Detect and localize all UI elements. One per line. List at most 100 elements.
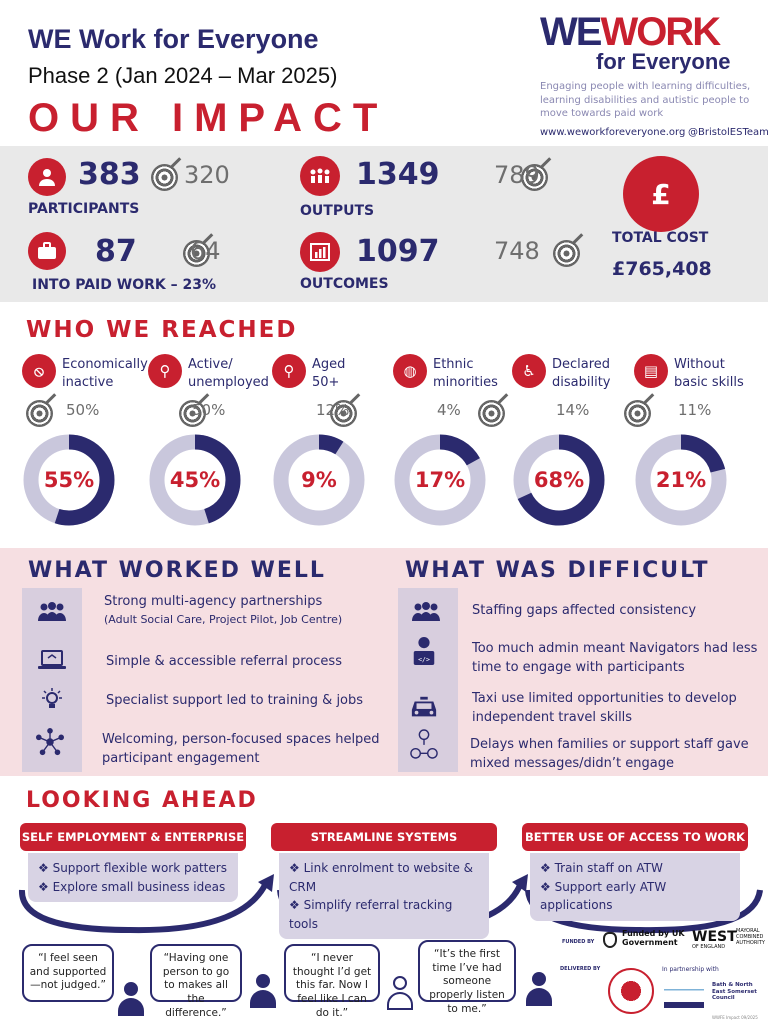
- network-icon: [36, 728, 64, 756]
- donut-fill: [394, 434, 486, 526]
- west-logo: WEST: [692, 929, 737, 945]
- partnership-label: In partnership with: [662, 966, 719, 973]
- paid-work-target: 64: [190, 237, 221, 265]
- quote-4: “It’s the first time I’ve had someone pr…: [418, 940, 516, 1015]
- reached-label: Active/ unemployed: [188, 357, 269, 390]
- worked-item-1-detail: (Adult Social Care, Project Pilot, Job C…: [104, 613, 343, 626]
- outcomes-value: 1097: [356, 234, 440, 269]
- person-icon: [526, 972, 552, 1006]
- donut-fill: [273, 434, 365, 526]
- ahead-col-1-item-2: ❖ Explore small business ideas: [38, 879, 226, 894]
- bath-council-logo: Bath & North East Somerset Council: [712, 982, 757, 1002]
- reached-target: 11%: [678, 401, 712, 419]
- south-glos-logo: [664, 980, 704, 1008]
- outputs-label: OUTPUTS: [300, 203, 375, 219]
- target-icon: [521, 164, 549, 191]
- difficult-item-1: Staffing gaps affected consistency: [472, 603, 697, 618]
- target-icon: [179, 400, 206, 427]
- job-search-icon: ⚲: [148, 354, 182, 388]
- taxi-icon: [410, 694, 438, 722]
- reached-label: Ethnic minorities: [433, 357, 498, 390]
- participants-target: 320: [184, 161, 230, 189]
- reached-label: Without basic skills: [674, 357, 744, 390]
- target-icon: [624, 400, 651, 427]
- donut-value: 17%: [415, 468, 465, 492]
- twitter-handle[interactable]: @BristolESTeam: [688, 127, 768, 138]
- difficult-item-3: Taxi use limited opportunities to develo…: [472, 691, 737, 725]
- target-icon: [330, 400, 357, 427]
- outcomes-label: OUTCOMES: [300, 276, 389, 292]
- team-icon: [412, 598, 440, 626]
- quote-3: “I never thought I’d get this far. Now I…: [284, 944, 380, 1019]
- target-icon: [478, 400, 505, 427]
- west-sub: OF ENGLAND: [692, 944, 726, 950]
- reached-label: Economically inactive: [62, 357, 148, 390]
- logo-work: WORK: [600, 10, 721, 54]
- website-link[interactable]: www.weworkforeveryone.org: [540, 127, 686, 138]
- wheelchair-icon: ♿: [512, 354, 546, 388]
- worked-item-2: Simple & accessible referral process: [106, 654, 342, 669]
- reached-target: 4%: [437, 401, 461, 419]
- donut-value: 55%: [44, 468, 94, 492]
- ahead-col-3-header: BETTER USE OF ACCESS TO WORK: [522, 823, 748, 851]
- person-icon: [118, 982, 144, 1016]
- crest-icon: [603, 932, 617, 948]
- reached-target: 50%: [66, 401, 100, 419]
- participants-icon: [28, 158, 66, 196]
- outputs-value: 1349: [356, 157, 440, 192]
- outcomes-icon: [300, 232, 340, 272]
- difficult-item-2: Too much admin meant Navigators had less…: [472, 641, 758, 675]
- page-title: WE Work for Everyone: [28, 24, 319, 54]
- phase-subtitle: Phase 2 (Jan 2024 – Mar 2025): [28, 63, 338, 88]
- participants-label: PARTICIPANTS: [28, 201, 140, 217]
- ahead-col-1-box: ❖ Support flexible work patters ❖ Explor…: [28, 853, 238, 903]
- donut-fill: [513, 434, 605, 526]
- ahead-title: LOOKING AHEAD: [26, 788, 258, 813]
- target-icon: [151, 164, 178, 191]
- ahead-col-3-item-2: ❖ Support early ATW applications: [540, 879, 667, 913]
- quote-2: “Having one person to go to makes all th…: [150, 944, 242, 1019]
- group-icon: [38, 598, 66, 626]
- outputs-icon: [300, 156, 340, 196]
- target-icon: [553, 240, 581, 267]
- total-cost-value: £765,408: [612, 258, 712, 280]
- target-icon: [26, 400, 53, 427]
- communication-icon: [410, 729, 438, 759]
- reached-donut: 9%: [273, 434, 365, 526]
- quote-1: “I feel seen and supported—not judged.”: [22, 944, 114, 1002]
- teacher-icon: ▤: [634, 354, 668, 388]
- elderly-icon: ⚲: [272, 354, 306, 388]
- paid-work-value: 87: [95, 234, 137, 269]
- difficult-item-4: Delays when families or support staff ga…: [470, 737, 749, 771]
- ahead-col-2-item-1: ❖ Link enrolment to website & CRM: [289, 861, 474, 894]
- total-cost-label: TOTAL COST: [612, 230, 709, 246]
- outcomes-target: 748: [494, 237, 540, 265]
- funded-by-label: FUNDED BY: [562, 939, 595, 945]
- paid-work-label: INTO PAID WORK – 23%: [32, 277, 216, 293]
- svg-text:</>: </>: [418, 655, 430, 663]
- donut-fill: [149, 434, 241, 526]
- delivered-by-label: DELIVERED BY: [560, 966, 601, 972]
- donut-value: 68%: [534, 468, 584, 492]
- reached-donut: 55%: [23, 434, 115, 526]
- ahead-col-1-item-1: ❖ Support flexible work patters: [38, 861, 227, 875]
- funded-text: Funded by UK Government: [622, 929, 685, 947]
- reached-donut: 21%: [635, 434, 727, 526]
- donut-value: 45%: [170, 468, 220, 492]
- outputs-target: 789: [494, 161, 540, 189]
- reached-label: Declared disability: [552, 357, 611, 390]
- difficult-title: WHAT WAS DIFFICULT: [405, 558, 710, 583]
- target-icon: [183, 240, 211, 267]
- reached-target: 12%: [316, 401, 350, 419]
- reached-target: 14%: [556, 401, 590, 419]
- logo: WEWORK for Everyone: [540, 10, 731, 75]
- worked-item-3: Specialist support led to training & job…: [106, 693, 364, 708]
- person-outline-icon: [387, 976, 413, 1010]
- inactive-job-icon: ⦸: [22, 354, 56, 388]
- ahead-col-1-header: SELF EMPLOYMENT & ENTERPRISE: [20, 823, 246, 851]
- laptop-icon: [38, 646, 66, 674]
- worked-item-1: Strong multi-agency partnerships: [104, 594, 323, 609]
- worked-title: WHAT WORKED WELL: [28, 558, 326, 583]
- globe-icon: ◍: [393, 354, 427, 388]
- admin-worker-icon: </>: [410, 637, 438, 665]
